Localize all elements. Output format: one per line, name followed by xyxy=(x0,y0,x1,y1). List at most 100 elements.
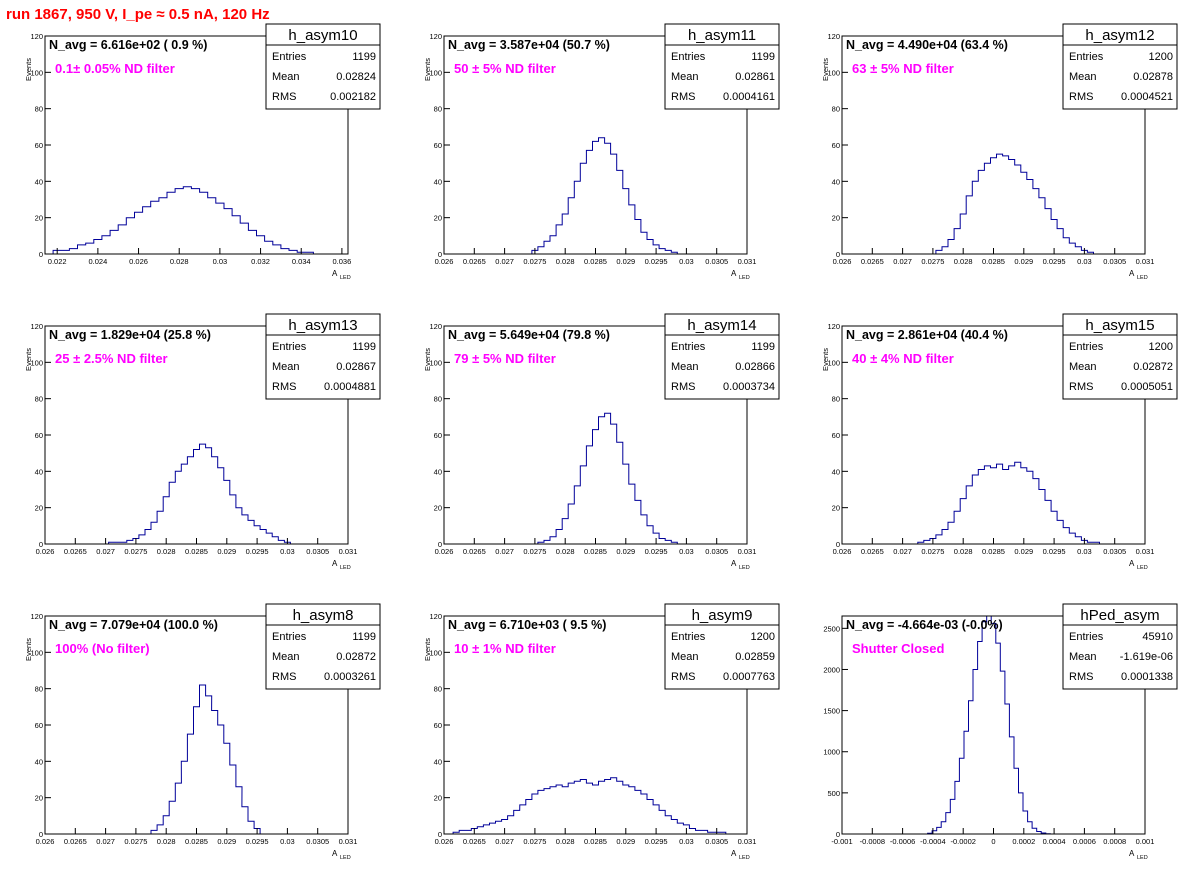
y-tick-label: 120 xyxy=(429,612,442,621)
stats-label: RMS xyxy=(1069,671,1093,683)
x-axis-label-subscript: LED xyxy=(739,565,750,571)
y-tick-label: 20 xyxy=(434,504,442,513)
x-tick-label: 0.0285 xyxy=(584,837,607,846)
x-tick-label: 0.03 xyxy=(1077,547,1092,556)
stats-label: Mean xyxy=(1069,71,1097,83)
stats-label: Entries xyxy=(671,51,706,63)
y-tick-label: 60 xyxy=(434,431,442,440)
y-tick-label: 0 xyxy=(39,540,43,549)
x-tick-label: 0.0004 xyxy=(1043,837,1066,846)
x-axis-label: A xyxy=(332,849,338,858)
y-tick-label: 120 xyxy=(429,32,442,41)
stats-box xyxy=(265,313,381,400)
x-tick-label: 0.029 xyxy=(616,837,635,846)
panel-hPed_asym: -0.001 -0.0008 -0.0006 -0.0004 -0.0002 0 0.000… xyxy=(823,603,1178,861)
histogram-line xyxy=(927,615,1051,835)
histogram-name: hPed_asym xyxy=(1080,607,1159,624)
stats-label: Mean xyxy=(272,361,300,373)
x-axis-label-subscript: LED xyxy=(1137,855,1148,861)
stats-value: 0.02861 xyxy=(735,71,775,83)
x-tick-label: 0.0265 xyxy=(861,547,884,556)
stats-label: Mean xyxy=(272,651,300,663)
panel-h_asym10: 0.022 0.024 0.026 0.028 0.03 0.032 0.034 0.036 0… xyxy=(24,23,381,281)
y-tick-label: 0 xyxy=(39,250,43,259)
y-tick-label: 1500 xyxy=(823,707,840,716)
stats-label: RMS xyxy=(272,91,296,103)
x-tick-label: 0.024 xyxy=(88,257,107,266)
stats-box xyxy=(265,23,381,110)
y-tick-label: 120 xyxy=(30,322,43,331)
histogram-name: h_asym13 xyxy=(288,317,357,334)
x-tick-label: 0.026 xyxy=(129,257,148,266)
x-tick-label: 0.0265 xyxy=(463,257,486,266)
stats-value: 1199 xyxy=(352,631,376,643)
panel-h_asym11: 0.026 0.0265 0.027 0.0275 0.028 0.0285 0.029 0.… xyxy=(423,23,780,281)
y-tick-label: 0 xyxy=(39,830,43,839)
stats-label: Entries xyxy=(272,341,307,353)
stats-label: Mean xyxy=(272,71,300,83)
x-tick-label: 0.0295 xyxy=(645,547,668,556)
stats-label: Entries xyxy=(272,631,307,643)
histogram-name: h_asym10 xyxy=(288,27,357,44)
y-axis-label: Events xyxy=(821,58,830,81)
y-tick-label: 80 xyxy=(832,105,840,114)
y-tick-label: 40 xyxy=(434,757,442,766)
x-tick-label: 0.031 xyxy=(738,837,757,846)
y-tick-label: 2500 xyxy=(823,624,840,633)
x-tick-label: 0.031 xyxy=(339,837,358,846)
y-tick-label: 60 xyxy=(35,431,43,440)
x-tick-label: 0.032 xyxy=(251,257,270,266)
stats-value: 0.02872 xyxy=(1133,361,1173,373)
y-tick-label: 120 xyxy=(827,322,840,331)
x-axis-label-subscript: LED xyxy=(739,855,750,861)
x-tick-label: 0.0275 xyxy=(523,837,546,846)
x-tick-label: 0.026 xyxy=(36,837,55,846)
x-axis-label: A xyxy=(332,559,338,568)
x-tick-label: 0.027 xyxy=(495,837,514,846)
y-tick-label: 120 xyxy=(429,322,442,331)
filter-label: 0.1± 0.05% ND filter xyxy=(55,61,175,76)
y-tick-label: 100 xyxy=(30,68,43,77)
y-tick-label: 100 xyxy=(827,68,840,77)
stats-label: Entries xyxy=(1069,51,1104,63)
x-tick-label: 0.03 xyxy=(679,257,694,266)
x-tick-label: -0.0004 xyxy=(920,837,945,846)
stats-value: 0.02866 xyxy=(735,361,775,373)
x-tick-label: 0.031 xyxy=(339,547,358,556)
y-tick-label: 80 xyxy=(35,685,43,694)
x-tick-label: 0.03 xyxy=(280,547,295,556)
y-axis-label: Events xyxy=(24,638,33,661)
x-axis-label-subscript: LED xyxy=(340,855,351,861)
histogram-line xyxy=(917,461,1100,544)
x-tick-label: 0.022 xyxy=(48,257,67,266)
x-tick-label: 0.031 xyxy=(1136,547,1155,556)
panel-h_asym8: 0.026 0.0265 0.027 0.0275 0.028 0.0285 0.029 0.… xyxy=(24,603,381,861)
x-tick-label: 0.031 xyxy=(738,257,757,266)
x-tick-label: -0.0006 xyxy=(890,837,915,846)
x-tick-label: 0.03 xyxy=(213,257,228,266)
x-tick-label: 0.027 xyxy=(96,547,115,556)
y-axis-label: Events xyxy=(423,638,432,661)
x-tick-label: 0.0265 xyxy=(64,837,87,846)
run-title: run 1867, 950 V, I_pe ≈ 0.5 nA, 120 Hz xyxy=(6,6,270,23)
x-axis-label: A xyxy=(1129,269,1135,278)
y-tick-label: 20 xyxy=(35,214,43,223)
stats-box xyxy=(664,313,780,400)
filter-label: 100% (No filter) xyxy=(55,641,150,656)
navg-label: N_avg = -4.664e-03 (-0.0%) xyxy=(846,618,1003,632)
stats-box xyxy=(664,23,780,110)
y-tick-label: 20 xyxy=(434,214,442,223)
y-axis-label: Events xyxy=(821,348,830,371)
histogram-name: h_asym9 xyxy=(692,607,753,624)
x-tick-label: 0.03 xyxy=(679,837,694,846)
y-tick-label: 2000 xyxy=(823,665,840,674)
histogram-line xyxy=(531,137,678,254)
histogram-line xyxy=(108,443,291,544)
x-tick-label: 0.028 xyxy=(556,547,575,556)
histogram-line xyxy=(52,186,314,254)
stats-value: 1200 xyxy=(751,631,775,643)
y-tick-label: 60 xyxy=(434,721,442,730)
histogram-name: h_asym15 xyxy=(1085,317,1154,334)
x-tick-label: 0.0305 xyxy=(705,837,728,846)
y-tick-label: 100 xyxy=(429,648,442,657)
